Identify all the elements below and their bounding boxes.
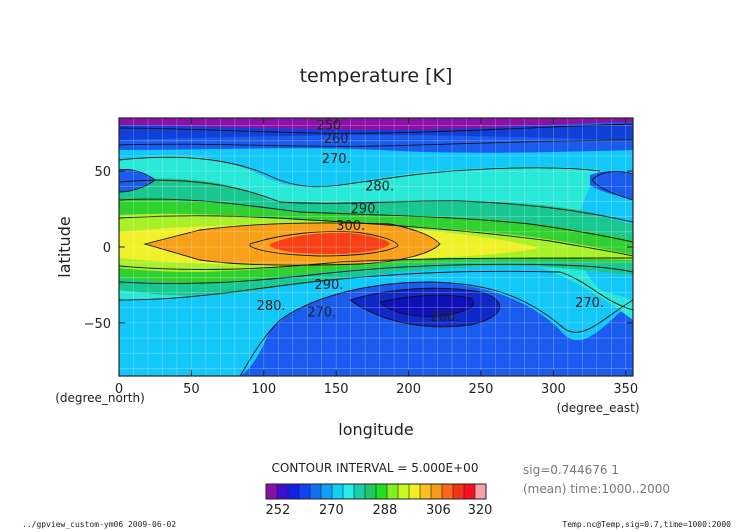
y-axis-ticks: 50 0 −50 xyxy=(84,165,633,332)
x-tick-label: 100 xyxy=(251,382,276,397)
colorbar-tick-label: 288 xyxy=(373,503,398,518)
contour-label: 290. xyxy=(351,202,380,217)
contour-label: 280. xyxy=(365,179,394,194)
colorbar-swatch xyxy=(277,484,289,499)
colorbar-swatch xyxy=(266,484,278,499)
band-250 xyxy=(119,118,633,131)
x-tick-label: 300 xyxy=(541,382,566,397)
y-tick-label: 50 xyxy=(94,165,111,180)
grid-lines xyxy=(119,118,633,376)
colorbar-swatch xyxy=(321,484,333,499)
x-tick-label: 0 xyxy=(115,382,123,397)
colorbar-swatch xyxy=(376,484,388,499)
band-east-cell xyxy=(590,171,633,200)
colorbar-swatch xyxy=(442,484,454,499)
colorbar-tick-label: 320 xyxy=(468,503,493,518)
contour-label: 280. xyxy=(257,299,286,314)
colorbar-swatch xyxy=(398,484,410,499)
colorbar-swatch xyxy=(453,484,465,499)
contour-label: 290. xyxy=(314,278,343,293)
x-unit-label: (degree_east) xyxy=(556,401,639,415)
x-tick-label: 350 xyxy=(613,382,638,397)
colorbar-swatch xyxy=(420,484,432,499)
colorbar-swatch xyxy=(332,484,344,499)
colorbar-swatch xyxy=(310,484,322,499)
sig-info: sig=0.744676 1 xyxy=(523,463,619,477)
colorbar-swatch xyxy=(409,484,421,499)
colorbar-swatch xyxy=(299,484,311,499)
mean-info: (mean) time:1000..2000 xyxy=(523,482,670,496)
contour-label: 270. xyxy=(322,152,351,167)
colorbar-tick-label: 306 xyxy=(426,503,451,518)
y-unit-label: (degree_north) xyxy=(55,391,145,405)
contour-label: 260 xyxy=(324,132,349,147)
contour-label: 270. xyxy=(307,305,336,320)
contour-interval-text: CONTOUR INTERVAL = 5.000E+00 xyxy=(272,461,479,475)
y-tick-label: 0 xyxy=(103,241,111,256)
y-tick-label: −50 xyxy=(84,317,111,332)
colorbar-tick-label: 252 xyxy=(265,503,290,518)
colorbar-swatch xyxy=(475,484,487,499)
x-axis-title: longitude xyxy=(338,420,413,439)
colorbar-swatch xyxy=(431,484,443,499)
colorbar-swatch xyxy=(288,484,300,499)
x-tick-label: 150 xyxy=(324,382,349,397)
contour-label: 300. xyxy=(336,219,365,234)
colorbar-ticks: 252 270 288 306 320 xyxy=(265,503,492,518)
band-305 xyxy=(270,232,390,254)
colorbar-tick-label: 270 xyxy=(319,503,344,518)
colorbar-swatch xyxy=(387,484,399,499)
colorbar xyxy=(265,483,487,500)
x-tick-label: 200 xyxy=(396,382,421,397)
footer-left: ../gpview_custom-ym06 2009-06-02 xyxy=(22,520,176,529)
y-axis-title: latitude xyxy=(55,216,74,277)
x-axis-ticks: 0 50 100 150 200 250 300 350 xyxy=(115,118,638,397)
colorbar-swatch xyxy=(354,484,366,499)
contour-label: 250 xyxy=(317,119,342,134)
colorbar-swatch xyxy=(464,484,476,499)
contour-lines xyxy=(119,123,633,376)
contour-label: 260. xyxy=(430,310,459,325)
contour-label: 270. xyxy=(575,296,604,311)
chart-title: temperature [K] xyxy=(300,65,453,87)
x-tick-label: 50 xyxy=(183,382,200,397)
colorbar-swatch xyxy=(343,484,355,499)
band-south-core xyxy=(380,295,474,317)
colorbar-frame xyxy=(265,483,487,500)
x-tick-label: 250 xyxy=(469,382,494,397)
colorbar-swatch xyxy=(365,484,377,499)
footer-right: Temp.nc@Temp,sig=0.7,time=1000:2000 xyxy=(562,520,731,529)
